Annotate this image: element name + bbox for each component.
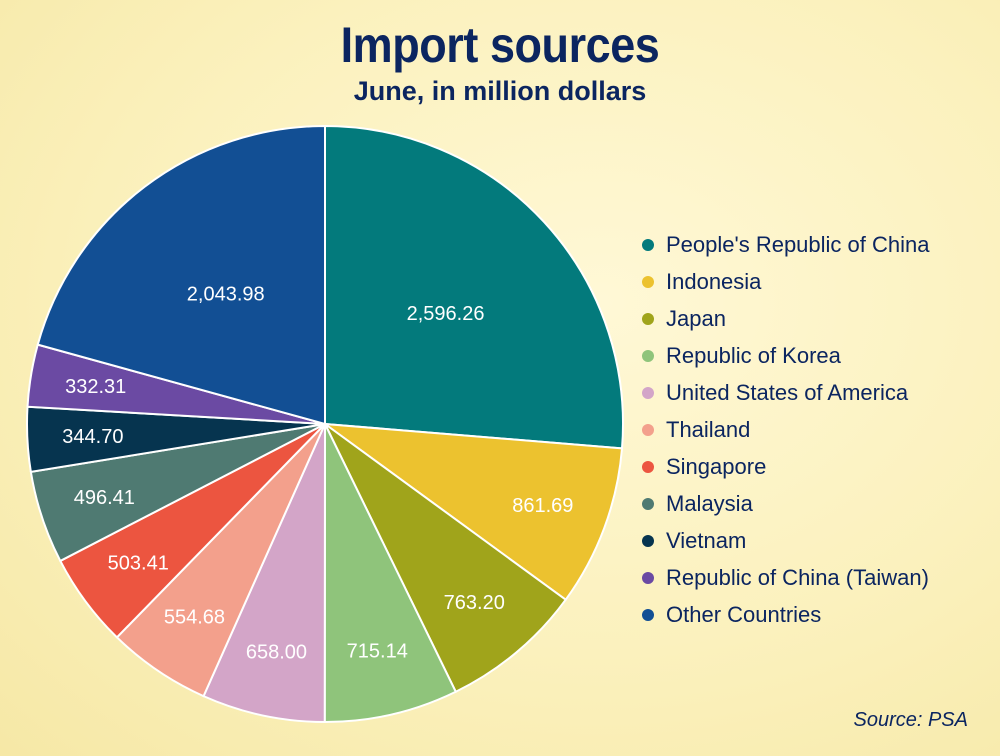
source-note: Source: PSA bbox=[853, 709, 968, 731]
legend-item: Thailand bbox=[642, 411, 929, 448]
legend-item: Republic of China (Taiwan) bbox=[642, 559, 929, 596]
chart-subtitle: June, in million dollars bbox=[353, 76, 647, 106]
pie-slice-people-s-republic-of-china bbox=[324, 124, 624, 450]
legend-label: Republic of Korea bbox=[666, 342, 841, 368]
pie-slice-japan bbox=[324, 423, 568, 694]
legend-item: Malaysia bbox=[642, 485, 929, 522]
pie-slice-republic-of-korea bbox=[323, 423, 458, 724]
legend-item: Other Countries bbox=[642, 596, 929, 633]
legend-label: Thailand bbox=[666, 416, 751, 442]
legend-label: People's Republic of China bbox=[666, 231, 930, 257]
slice-value-label: 344.70 bbox=[62, 426, 123, 448]
legend-label: Indonesia bbox=[666, 268, 762, 294]
legend-label: Other Countries bbox=[666, 601, 822, 627]
slice-value-label: 763.20 bbox=[444, 592, 505, 614]
legend-item: Singapore bbox=[642, 448, 929, 485]
pie-slice-other-countries bbox=[36, 124, 326, 426]
legend-swatch bbox=[642, 423, 654, 436]
slice-value-label: 554.68 bbox=[164, 606, 225, 628]
slice-value-label: 503.41 bbox=[108, 552, 169, 574]
legend-swatch bbox=[642, 608, 654, 621]
slice-value-label: 658.00 bbox=[246, 641, 307, 663]
legend-label: Malaysia bbox=[666, 490, 753, 516]
slice-value-label: 715.14 bbox=[347, 640, 408, 662]
legend-item: United States of America bbox=[642, 374, 929, 411]
legend-label: Republic of China (Taiwan) bbox=[666, 564, 929, 590]
legend-swatch bbox=[642, 386, 654, 399]
slice-value-label: 2,043.98 bbox=[187, 284, 265, 306]
legend-label: Vietnam bbox=[666, 527, 747, 553]
slice-value-label: 861.69 bbox=[512, 495, 573, 517]
legend-swatch bbox=[642, 238, 654, 251]
legend-label: Japan bbox=[666, 305, 726, 331]
legend-swatch bbox=[642, 275, 654, 288]
slice-value-label: 496.41 bbox=[74, 487, 135, 509]
chart-legend: People's Republic of China Indonesia Japan… bbox=[642, 226, 929, 633]
pie-slice-indonesia bbox=[321, 422, 624, 602]
legend-item: Japan bbox=[642, 300, 929, 337]
legend-item: Vietnam bbox=[642, 522, 929, 559]
legend-swatch bbox=[642, 571, 654, 584]
legend-item: Republic of Korea bbox=[642, 337, 929, 374]
pie-slice-united-states-of-america bbox=[202, 423, 326, 724]
legend-item: Indonesia bbox=[642, 263, 929, 300]
legend-swatch bbox=[642, 349, 654, 362]
slice-value-label: 2,596.26 bbox=[407, 303, 485, 325]
legend-swatch bbox=[642, 497, 654, 510]
chart-title: Import sources bbox=[340, 17, 660, 73]
legend-label: Singapore bbox=[666, 453, 767, 479]
slice-value-label: 332.31 bbox=[65, 376, 126, 398]
legend-item: People's Republic of China bbox=[642, 226, 929, 263]
legend-swatch bbox=[642, 312, 654, 325]
legend-label: United States of America bbox=[666, 379, 909, 405]
legend-swatch bbox=[642, 534, 654, 547]
legend-swatch bbox=[642, 460, 654, 473]
